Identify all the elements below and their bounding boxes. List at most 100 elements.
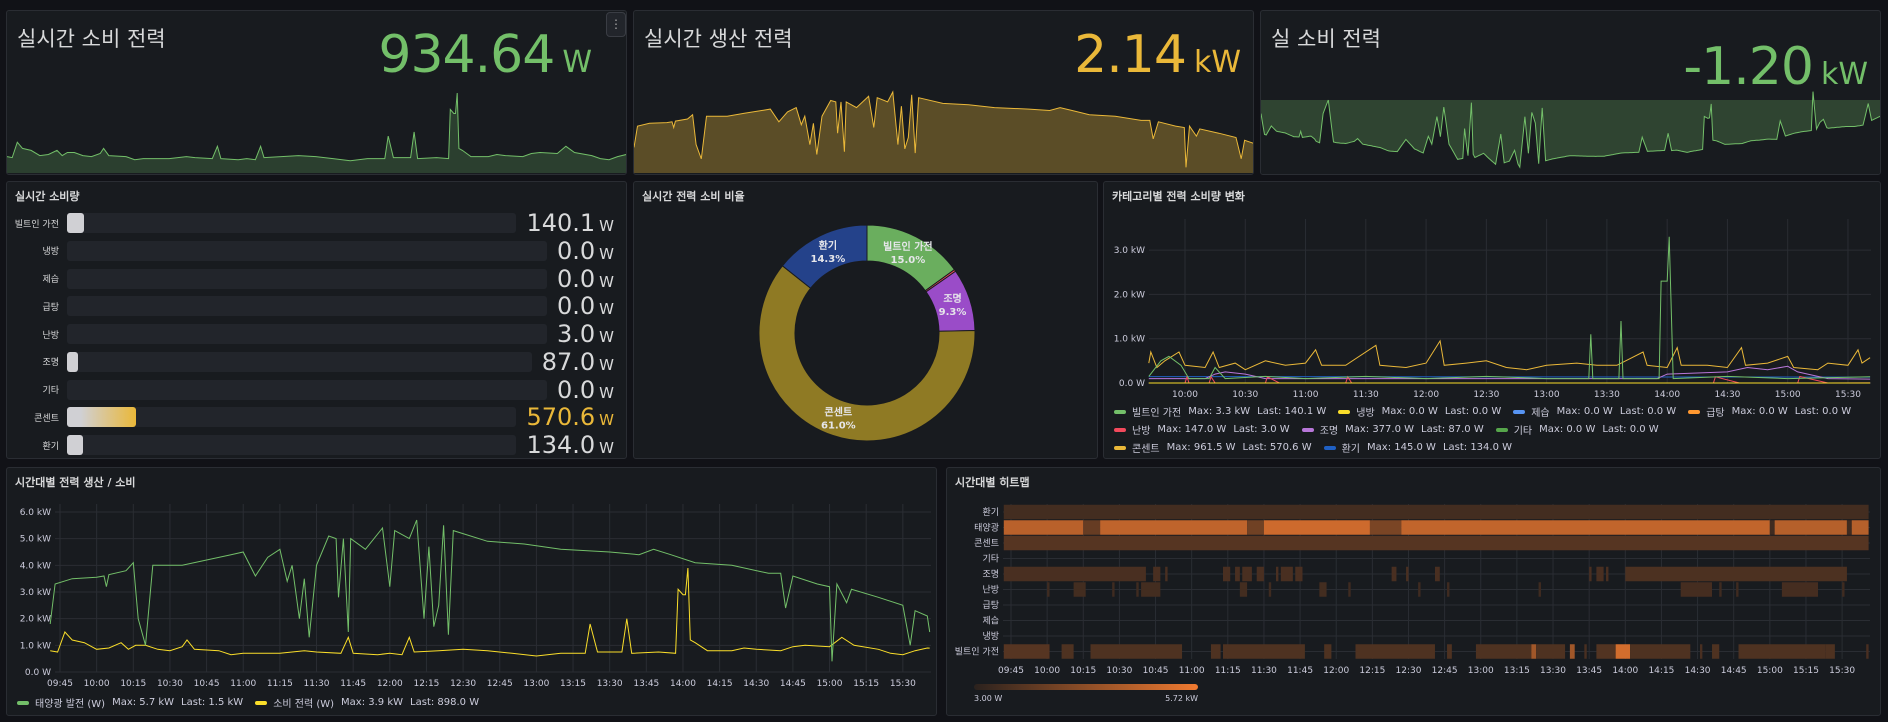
heatmap-cell bbox=[1047, 582, 1050, 597]
chart-legend: 빌트인 가전 Max: 3.3 kW Last: 140.1 W 냉방 Max: 0.0… bbox=[1114, 404, 1854, 455]
heatmap-cell bbox=[1355, 644, 1435, 659]
legend-item[interactable]: 기타 Max: 0.0 W Last: 0.0 W bbox=[1495, 422, 1659, 437]
stat-value: 934.64 W bbox=[378, 25, 592, 85]
heatmap-cell bbox=[1141, 582, 1161, 597]
gauge-fill bbox=[67, 407, 137, 428]
legend-last: Last: 0.0 W bbox=[1794, 406, 1852, 417]
donut-panel[interactable]: 실시간 전력 소비 비율 빌트인 가전 15.0% 조명 9.3% 콘센트 61.0% 환기… bbox=[633, 181, 1098, 459]
gauge-label: 기타 bbox=[42, 386, 59, 396]
row-label: 콘센트 bbox=[974, 538, 999, 549]
x-tick-label: 13:15 bbox=[1504, 666, 1530, 676]
x-tick-label: 15:15 bbox=[853, 679, 879, 689]
legend-swatch bbox=[1301, 427, 1314, 432]
legend-item[interactable]: 소비 전력 (W) Max: 3.9 kW Last: 898.0 W bbox=[255, 695, 479, 710]
heatmap-cell bbox=[1851, 520, 1869, 535]
x-tick-label: 15:00 bbox=[817, 679, 843, 689]
legend-max: Max: 0.0 W bbox=[1731, 406, 1788, 417]
slice-label: 환기 bbox=[819, 239, 837, 252]
slice-percent: 9.3% bbox=[939, 307, 967, 318]
legend-max: Max: 147.0 W bbox=[1157, 424, 1227, 435]
gauge-value: 0.0 W bbox=[557, 292, 614, 320]
chart-legend: 태양광 발전 (W) Max: 5.7 kW Last: 1.5 kW 소비 전력 (… bbox=[17, 695, 479, 710]
x-tick-label: 14:00 bbox=[1654, 390, 1680, 400]
legend-swatch bbox=[17, 700, 29, 705]
x-tick-label: 12:45 bbox=[1432, 666, 1458, 676]
heatmap-cell bbox=[1736, 582, 1739, 597]
heatmap-cell bbox=[1247, 520, 1264, 535]
row-label: 난방 bbox=[982, 585, 999, 596]
gauge-track bbox=[67, 435, 517, 455]
stat-title: 실 소비 전력 bbox=[1271, 27, 1381, 51]
gauge-fill bbox=[67, 213, 85, 233]
legend-max: Max: 0.0 W bbox=[1556, 406, 1613, 417]
category-chart-panel[interactable]: 카테고리별 전력 소비량 변화 0.0 W 1.0 kW 2.0 kW 3.0 kW 1… bbox=[1103, 181, 1881, 459]
x-tick-label: 11:00 bbox=[230, 679, 256, 689]
stat-panel-consumption[interactable]: 실시간 소비 전력 934.64 W ⋮ bbox=[6, 10, 627, 175]
x-tick-label: 13:30 bbox=[597, 679, 623, 689]
x-tick-label: 11:30 bbox=[1251, 666, 1277, 676]
x-tick-label: 12:00 bbox=[1323, 666, 1349, 676]
y-tick-label: 0.0 W bbox=[25, 668, 51, 678]
heatmap-cell bbox=[1319, 582, 1327, 597]
legend-item[interactable]: 환기 Max: 145.0 W Last: 134.0 W bbox=[1323, 440, 1512, 455]
donut-slice bbox=[781, 224, 868, 289]
legend-swatch bbox=[1114, 445, 1126, 450]
sparkline-fill bbox=[7, 93, 626, 173]
gauge-label: 빌트인 가전 bbox=[14, 219, 59, 230]
heatmap-cell bbox=[1615, 644, 1631, 659]
series-line bbox=[50, 567, 930, 657]
x-tick-label: 12:00 bbox=[1413, 390, 1439, 400]
legend-item[interactable]: 콘센트 Max: 961.5 W Last: 570.6 W bbox=[1114, 440, 1312, 455]
gauge-row: 빌트인 가전 140.1 W bbox=[7, 209, 614, 237]
legend-item[interactable]: 냉방 Max: 0.0 W Last: 0.0 W bbox=[1338, 404, 1501, 419]
stat-number: 2.14 bbox=[1074, 25, 1187, 85]
gauge-row: 난방 3.0 W bbox=[7, 320, 614, 348]
gauge-panel[interactable]: 실시간 소비량 빌트인 가전 140.1 W 냉방 0.0 W 제습 0.0 W 급탕 0.… bbox=[6, 181, 627, 459]
heatmap-cell bbox=[1774, 520, 1847, 535]
legend-item[interactable]: 급탕 Max: 0.0 W Last: 0.0 W bbox=[1688, 404, 1851, 419]
sparkline bbox=[7, 92, 626, 173]
heatmap-cell bbox=[1447, 582, 1450, 597]
legend-name: 빌트인 가전 bbox=[1132, 408, 1182, 419]
gauge-number: 0.0 bbox=[556, 264, 596, 293]
heatmap-cell bbox=[1210, 644, 1221, 659]
gauge-number: 570.6 bbox=[526, 403, 596, 432]
heatmap-panel[interactable]: 시간대별 히트맵 09:45 10:00 10:15 10:30 10:45 11:00 1… bbox=[946, 467, 1881, 716]
x-tick-label: 10:15 bbox=[120, 679, 146, 689]
panel-title: 실시간 소비량 bbox=[15, 190, 80, 203]
legend-item[interactable]: 난방 Max: 147.0 W Last: 3.0 W bbox=[1114, 422, 1290, 437]
gauge-fill bbox=[67, 351, 78, 372]
slice-label: 조명 bbox=[943, 292, 961, 305]
legend-name: 소비 전력 (W) bbox=[273, 699, 335, 710]
slice-label: 빌트인 가전 bbox=[883, 240, 932, 253]
x-tick-label: 10:30 bbox=[1232, 390, 1258, 400]
heatmap-cell bbox=[1369, 520, 1402, 535]
x-tick-label: 12:15 bbox=[1359, 666, 1385, 676]
gauge-label: 조명 bbox=[42, 358, 59, 369]
x-tick-label: 14:30 bbox=[1714, 390, 1740, 400]
gauge-row: 제습 0.0 W bbox=[7, 264, 614, 293]
stat-panel-production[interactable]: 실시간 생산 전력 2.14 kW bbox=[633, 10, 1254, 175]
x-tick-label: 12:30 bbox=[450, 679, 476, 689]
x-tick-label: 14:30 bbox=[1685, 666, 1711, 676]
heatmap-cell bbox=[1596, 566, 1604, 582]
legend-name: 환기 bbox=[1341, 444, 1361, 455]
legend-item[interactable]: 조명 Max: 377.0 W Last: 87.0 W bbox=[1301, 422, 1484, 437]
legend-item[interactable]: 빌트인 가전 Max: 3.3 kW Last: 140.1 W bbox=[1114, 404, 1326, 419]
heatmap-cell bbox=[1083, 520, 1101, 535]
x-tick-label: 10:30 bbox=[157, 679, 183, 689]
legend-item[interactable]: 태양광 발전 (W) Max: 5.7 kW Last: 1.5 kW bbox=[17, 695, 243, 710]
gauge-value: 134.0 W bbox=[526, 431, 614, 458]
x-tick-label: 12:30 bbox=[1473, 390, 1499, 400]
production-consumption-panel[interactable]: 시간대별 전력 생산 / 소비 0.0 W 1.0 kW 2.0 kW 3.0 kW 4… bbox=[6, 467, 937, 716]
row-label: 기타 bbox=[982, 554, 999, 565]
x-tick-label: 14:45 bbox=[1721, 666, 1747, 676]
legend-item[interactable]: 제습 Max: 0.0 W Last: 0.0 W bbox=[1513, 404, 1676, 419]
heatmap-cell bbox=[1348, 582, 1351, 597]
heatmap-cell bbox=[1738, 644, 1826, 659]
panel-menu-button[interactable]: ⋮ bbox=[606, 12, 626, 37]
stat-panel-net[interactable]: 실 소비 전력 -1.20 kW bbox=[1260, 10, 1881, 175]
heatmap-cell bbox=[1073, 582, 1086, 597]
x-tick-label: 11:15 bbox=[267, 679, 293, 689]
heatmap-cell bbox=[1569, 644, 1575, 659]
